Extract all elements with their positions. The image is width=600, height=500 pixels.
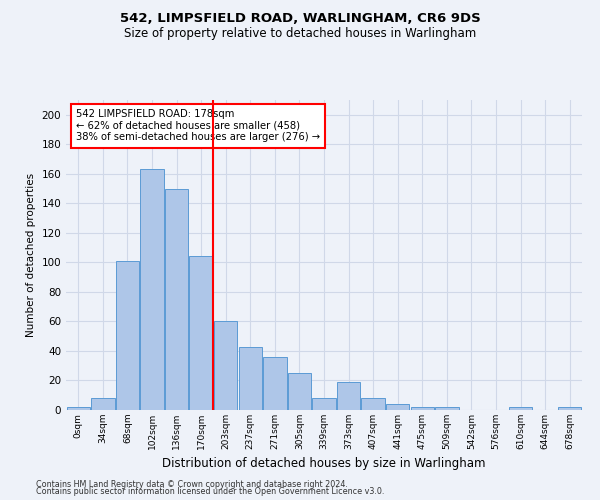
X-axis label: Distribution of detached houses by size in Warlingham: Distribution of detached houses by size … bbox=[162, 458, 486, 470]
Text: Contains public sector information licensed under the Open Government Licence v3: Contains public sector information licen… bbox=[36, 488, 385, 496]
Bar bbox=[214, 322, 238, 410]
Bar bbox=[263, 357, 287, 410]
Bar bbox=[509, 407, 532, 410]
Bar bbox=[435, 407, 458, 410]
Bar bbox=[410, 407, 434, 410]
Bar bbox=[558, 407, 581, 410]
Bar bbox=[361, 398, 385, 410]
Bar bbox=[165, 188, 188, 410]
Text: 542, LIMPSFIELD ROAD, WARLINGHAM, CR6 9DS: 542, LIMPSFIELD ROAD, WARLINGHAM, CR6 9D… bbox=[119, 12, 481, 26]
Y-axis label: Number of detached properties: Number of detached properties bbox=[26, 173, 36, 337]
Bar bbox=[337, 382, 360, 410]
Bar bbox=[386, 404, 409, 410]
Bar bbox=[91, 398, 115, 410]
Bar bbox=[190, 256, 213, 410]
Bar bbox=[116, 261, 139, 410]
Text: Contains HM Land Registry data © Crown copyright and database right 2024.: Contains HM Land Registry data © Crown c… bbox=[36, 480, 348, 489]
Bar bbox=[239, 346, 262, 410]
Bar bbox=[313, 398, 335, 410]
Text: 542 LIMPSFIELD ROAD: 178sqm
← 62% of detached houses are smaller (458)
38% of se: 542 LIMPSFIELD ROAD: 178sqm ← 62% of det… bbox=[76, 110, 320, 142]
Bar bbox=[288, 373, 311, 410]
Bar bbox=[140, 170, 164, 410]
Bar bbox=[67, 407, 90, 410]
Text: Size of property relative to detached houses in Warlingham: Size of property relative to detached ho… bbox=[124, 28, 476, 40]
